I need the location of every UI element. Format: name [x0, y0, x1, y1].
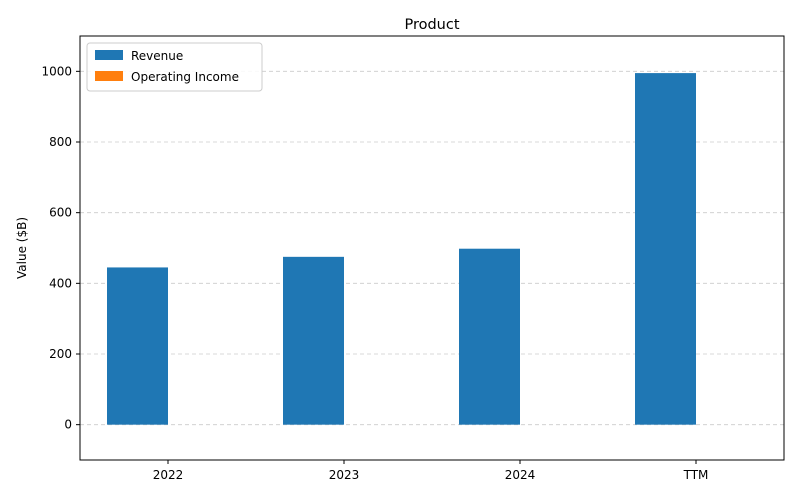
- legend-swatch-operating-income: [95, 71, 123, 81]
- x-axis-ticks: 2022 2023 2024 TTM: [153, 460, 709, 482]
- x-tick-label: 2023: [329, 468, 360, 482]
- y-tick-label: 800: [49, 135, 72, 149]
- x-tick-label: 2022: [153, 468, 184, 482]
- y-tick-label: 200: [49, 347, 72, 361]
- bar-revenue: [635, 73, 696, 425]
- y-axis-label: Value ($B): [15, 217, 29, 279]
- y-tick-label: 0: [64, 418, 72, 432]
- bar-revenue: [107, 267, 168, 425]
- legend: Revenue Operating Income: [86, 42, 263, 92]
- y-tick-label: 1000: [41, 64, 72, 78]
- grid-lines: [80, 70, 784, 426]
- legend-swatch-revenue: [95, 50, 123, 60]
- bar-revenue: [459, 248, 520, 425]
- chart-title: Product: [404, 17, 459, 33]
- plot-frame: [79, 35, 785, 461]
- x-tick-label: 2024: [505, 468, 536, 482]
- y-axis-ticks: 0 200 400 600 800 1000: [41, 64, 80, 432]
- legend-label-operating-income: Operating Income: [131, 70, 239, 84]
- legend-box: [86, 42, 263, 92]
- bar-revenue: [283, 256, 344, 425]
- legend-label-revenue: Revenue: [131, 49, 183, 63]
- y-tick-label: 400: [49, 276, 72, 290]
- y-tick-label: 600: [49, 206, 72, 220]
- bars: [107, 73, 696, 425]
- x-tick-label: TTM: [683, 468, 709, 482]
